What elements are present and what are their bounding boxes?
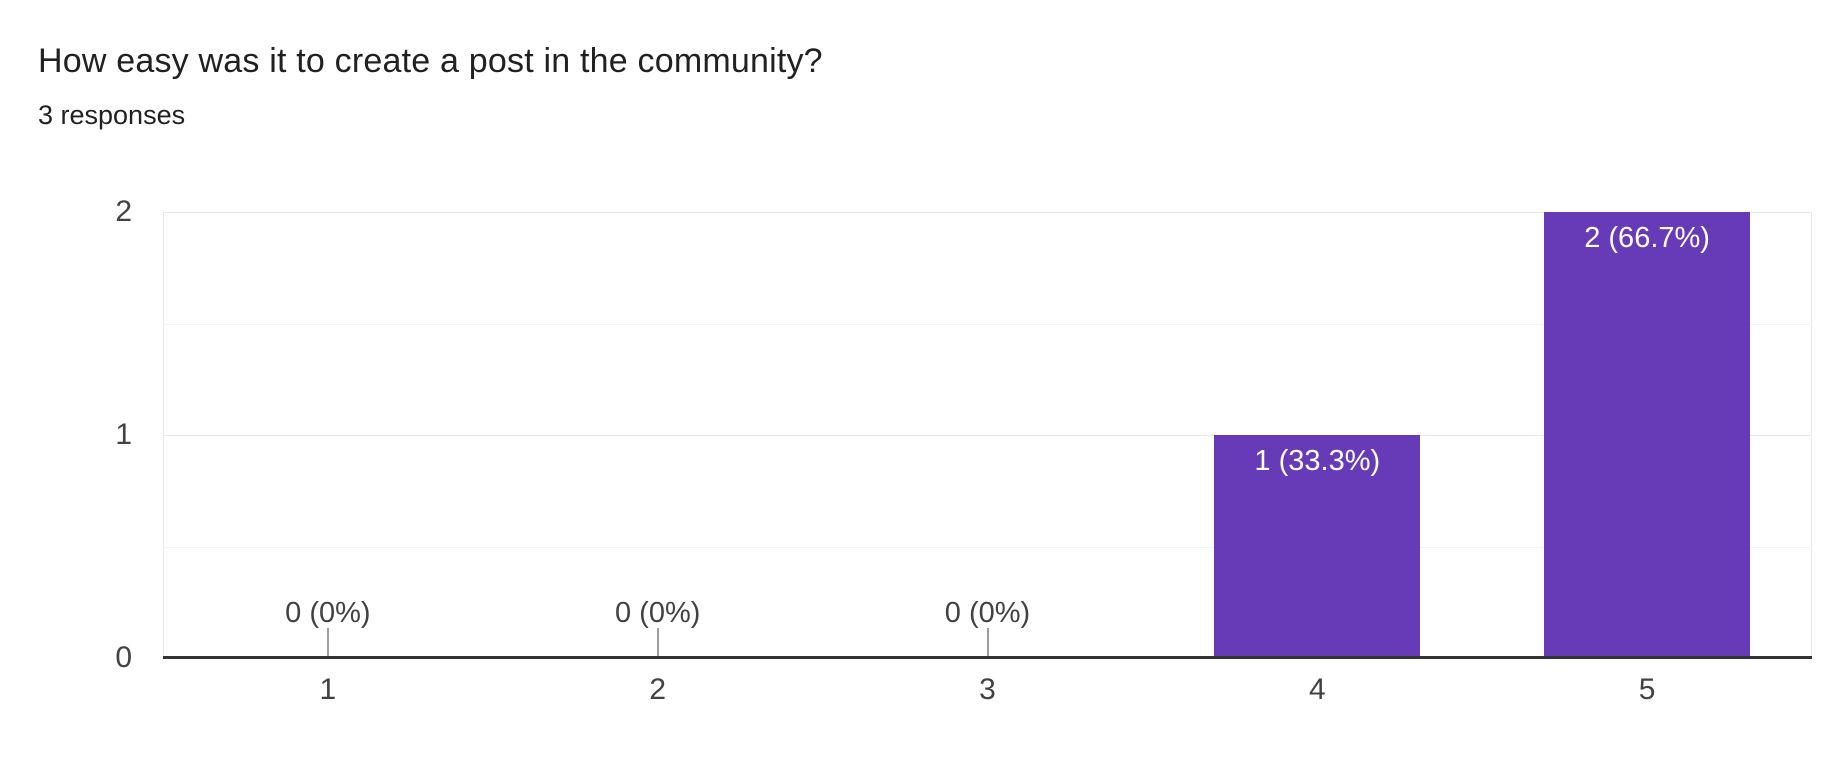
response-count: 3 responses — [38, 100, 186, 130]
y-axis-tick-label: 1 — [115, 418, 132, 451]
x-axis-tick-label: 2 — [649, 673, 667, 706]
zero-annotation-stem — [986, 628, 989, 658]
zero-value-label: 0 (0%) — [285, 597, 371, 629]
y-axis-tick-label: 2 — [115, 195, 132, 228]
bar-value-label: 2 (66.7%) — [1584, 222, 1710, 254]
bar-category-4: 1 (33.3%) — [1214, 435, 1421, 658]
x-axis-line — [163, 656, 1812, 659]
x-axis-tick-label: 1 — [319, 673, 337, 706]
y-axis-tick-label: 0 — [115, 641, 132, 674]
bar-value-label: 1 (33.3%) — [1254, 445, 1381, 477]
bar-category-5: 2 (66.7%) — [1544, 212, 1751, 658]
zero-value-label: 0 (0%) — [614, 597, 701, 629]
plot-area: 0 1 2 0 (0%) 1 0 (0%) 2 0 (0%) 3 1 (33.3%) 4 2 (66.… — [115, 195, 1812, 706]
x-axis-tick-label: 5 — [1638, 673, 1656, 706]
zero-value-label: 0 (0%) — [944, 597, 1031, 629]
x-axis-tick-label: 3 — [979, 673, 996, 706]
zero-annotation-stem — [656, 628, 659, 658]
x-axis-tick-label: 4 — [1308, 673, 1326, 706]
gridline-major — [163, 212, 1812, 213]
zero-annotation-stem — [326, 628, 329, 658]
gridline-minor — [163, 546, 1812, 548]
gridline-major — [163, 435, 1812, 436]
question-title: How easy was it to create a post in the … — [38, 42, 823, 80]
gridline-minor — [163, 323, 1812, 325]
